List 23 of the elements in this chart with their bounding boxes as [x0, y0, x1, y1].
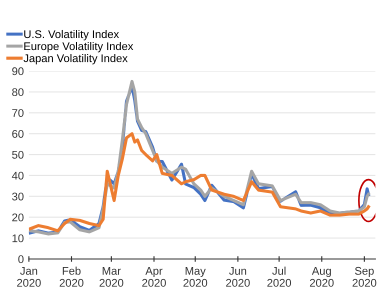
y-tick-label: 20 [12, 214, 24, 222]
line-series [28, 132, 370, 232]
x-tick-label: Apr 2020 [142, 267, 166, 287]
legend-label: Europe Volatility Index [24, 42, 134, 52]
y-tick-label: 40 [12, 172, 24, 180]
y-tick-label: 60 [12, 130, 24, 138]
y-tick-label: 30 [12, 192, 24, 200]
x-tick-label: Feb 2020 [60, 266, 84, 287]
x-tick-label: Aug 2020 [310, 267, 334, 287]
y-tick-label: 90 [12, 67, 24, 76]
y-tick-label: 70 [12, 109, 24, 117]
legend-label: U.S. Volatility Index [24, 30, 119, 40]
x-tick-label: Mar 2020 [100, 267, 124, 287]
x-tick-label: May 2020 [183, 267, 208, 287]
x-tick-label: Jan 2020 [17, 267, 41, 287]
x-tick-label: Jun 2020 [226, 267, 250, 287]
x-tick-label: Jul 2020 [267, 266, 292, 287]
x-tick-label: Sep 2020 [352, 266, 376, 287]
y-tick-label: 50 [12, 150, 24, 159]
y-tick-label: 0 [18, 255, 24, 264]
y-tick-label: 10 [12, 234, 24, 242]
legend-label: Japan Volatility Index [24, 54, 128, 64]
y-tick-label: 80 [12, 88, 24, 96]
